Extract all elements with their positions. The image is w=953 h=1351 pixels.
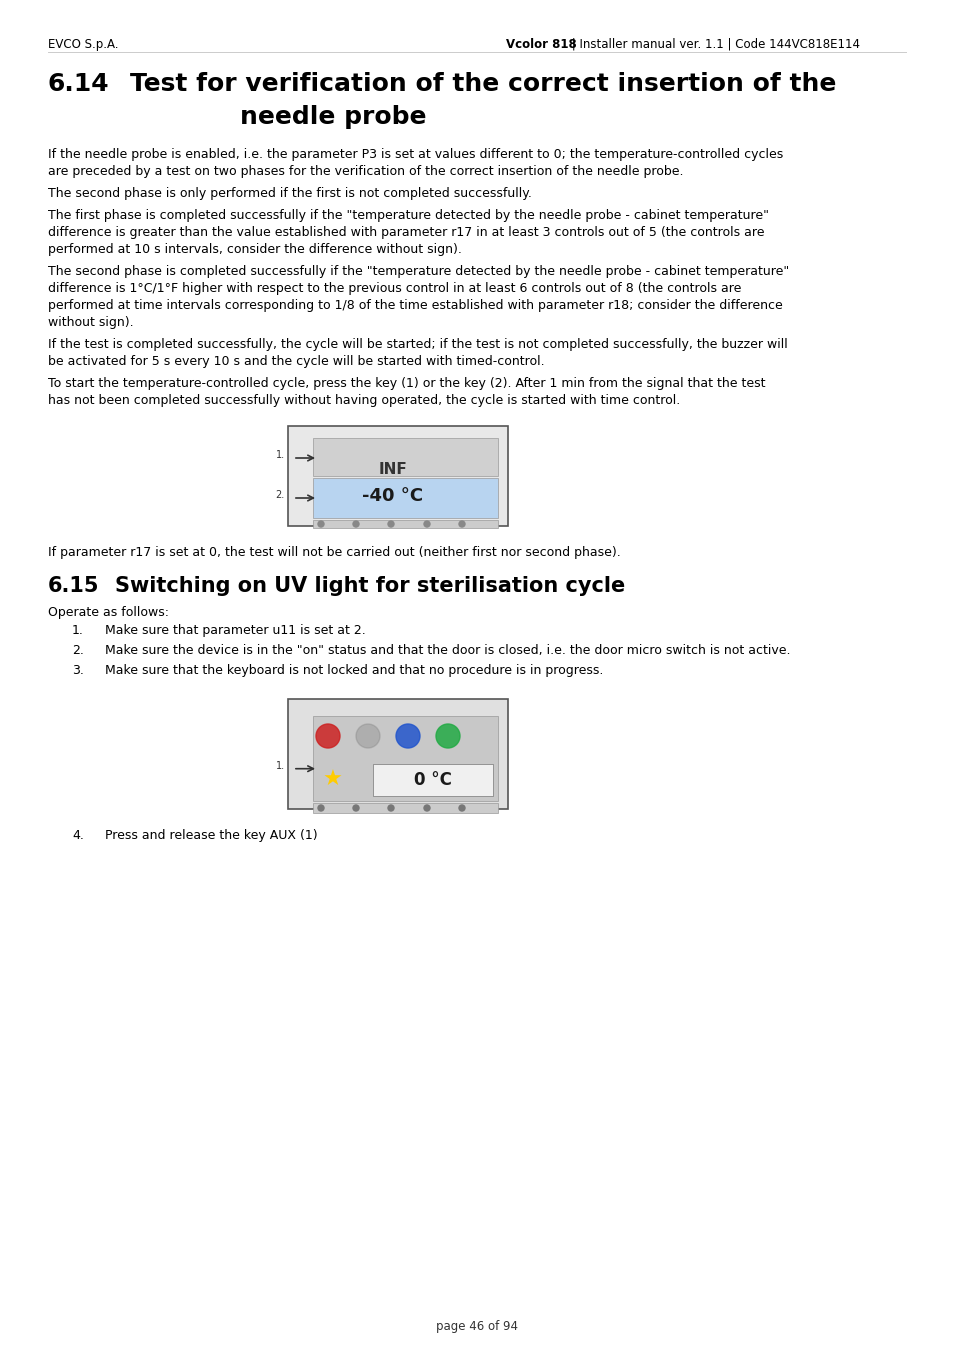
Circle shape [458,805,464,811]
Text: If the test is completed successfully, the cycle will be started; if the test is: If the test is completed successfully, t… [48,338,787,351]
Text: Make sure the device is in the "on" status and that the door is closed, i.e. the: Make sure the device is in the "on" stat… [105,644,790,657]
Circle shape [423,805,430,811]
Text: 3.: 3. [71,663,84,677]
Text: INF: INF [378,462,407,477]
Text: Test for verification of the correct insertion of the: Test for verification of the correct ins… [130,72,836,96]
Text: are preceded by a test on two phases for the verification of the correct inserti: are preceded by a test on two phases for… [48,165,682,178]
Text: page 46 of 94: page 46 of 94 [436,1320,517,1333]
Bar [313,438,497,476]
Bar [313,716,497,801]
Text: 1.: 1. [275,761,285,770]
Bar [313,478,497,517]
Text: ★: ★ [323,770,343,790]
Text: 2.: 2. [275,490,285,500]
Text: needle probe: needle probe [240,105,426,128]
Bar [373,765,493,796]
Text: without sign).: without sign). [48,316,133,330]
Circle shape [458,521,464,527]
Text: 1.: 1. [275,450,285,459]
Circle shape [388,521,394,527]
Text: The first phase is completed successfully if the "temperature detected by the ne: The first phase is completed successfull… [48,209,768,222]
Text: Press and release the key AUX (1): Press and release the key AUX (1) [105,830,317,842]
Text: If parameter r17 is set at 0, the test will not be carried out (neither first no: If parameter r17 is set at 0, the test w… [48,546,620,559]
Text: If the needle probe is enabled, i.e. the parameter P3 is set at values different: If the needle probe is enabled, i.e. the… [48,149,782,161]
Text: 2.: 2. [71,644,84,657]
Text: 1.: 1. [71,624,84,638]
Text: 6.15: 6.15 [48,576,99,596]
Circle shape [317,805,324,811]
Circle shape [436,724,459,748]
Circle shape [395,724,419,748]
Text: has not been completed successfully without having operated, the cycle is starte: has not been completed successfully with… [48,394,679,407]
Bar [313,520,497,528]
Text: EVCO S.p.A.: EVCO S.p.A. [48,38,118,51]
Circle shape [355,724,379,748]
Text: Vcolor 818: Vcolor 818 [505,38,577,51]
Text: Make sure that the keyboard is not locked and that no procedure is in progress.: Make sure that the keyboard is not locke… [105,663,602,677]
Bar [313,802,497,813]
FancyBboxPatch shape [288,426,507,526]
Circle shape [388,805,394,811]
Circle shape [353,805,358,811]
Text: Switching on UV light for sterilisation cycle: Switching on UV light for sterilisation … [115,576,624,596]
Text: performed at time intervals corresponding to 1/8 of the time established with pa: performed at time intervals correspondin… [48,299,781,312]
Text: difference is greater than the value established with parameter r17 in at least : difference is greater than the value est… [48,226,763,239]
Text: be activated for 5 s every 10 s and the cycle will be started with timed-control: be activated for 5 s every 10 s and the … [48,355,544,367]
FancyBboxPatch shape [288,698,507,809]
Text: The second phase is completed successfully if the "temperature detected by the n: The second phase is completed successful… [48,265,788,278]
Text: Operate as follows:: Operate as follows: [48,607,169,619]
Text: | Installer manual ver. 1.1 | Code 144VC818E114: | Installer manual ver. 1.1 | Code 144VC… [567,38,859,51]
Text: 0 °C: 0 °C [414,771,452,789]
Text: To start the temperature-controlled cycle, press the key (1) or the key (2). Aft: To start the temperature-controlled cycl… [48,377,764,390]
Circle shape [423,521,430,527]
Text: 4.: 4. [71,830,84,842]
Text: -40 °C: -40 °C [362,486,423,505]
Text: difference is 1°C/1°F higher with respect to the previous control in at least 6 : difference is 1°C/1°F higher with respec… [48,282,740,295]
Circle shape [315,724,339,748]
Text: 6.14: 6.14 [48,72,110,96]
Circle shape [317,521,324,527]
Circle shape [353,521,358,527]
Text: Make sure that parameter u11 is set at 2.: Make sure that parameter u11 is set at 2… [105,624,365,638]
Text: performed at 10 s intervals, consider the difference without sign).: performed at 10 s intervals, consider th… [48,243,461,255]
Text: The second phase is only performed if the first is not completed successfully.: The second phase is only performed if th… [48,186,532,200]
